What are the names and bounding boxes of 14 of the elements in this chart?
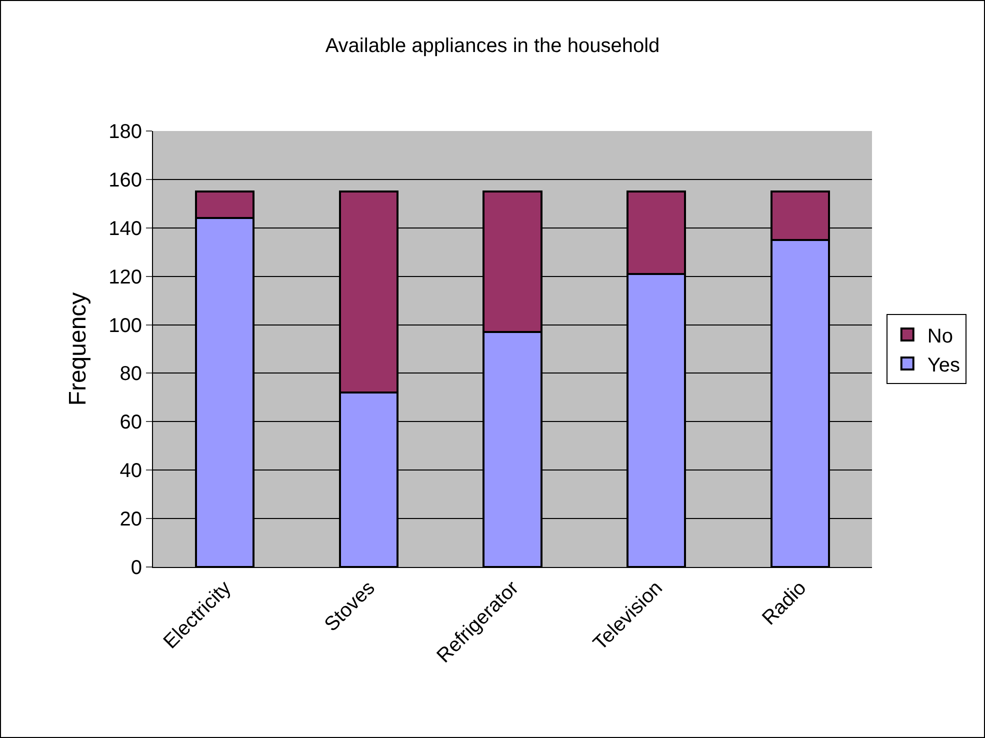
chart-title: Available appliances in the household <box>325 34 660 57</box>
y-tick-label: 40 <box>120 460 142 482</box>
y-tick-label: 180 <box>108 121 142 143</box>
y-axis-title: Frequency <box>64 292 92 406</box>
y-tick-label: 20 <box>120 508 142 531</box>
legend-label: No <box>927 325 953 348</box>
y-tick-label: 0 <box>130 557 142 579</box>
y-tick-label: 60 <box>120 412 142 434</box>
y-tick-label: 80 <box>120 363 142 386</box>
y-tick-label: 100 <box>108 314 142 337</box>
y-tick-label: 160 <box>108 169 142 192</box>
y-tick-label: 120 <box>108 266 142 288</box>
legend-label: Yes <box>927 354 960 376</box>
y-tick-label: 140 <box>108 218 142 240</box>
